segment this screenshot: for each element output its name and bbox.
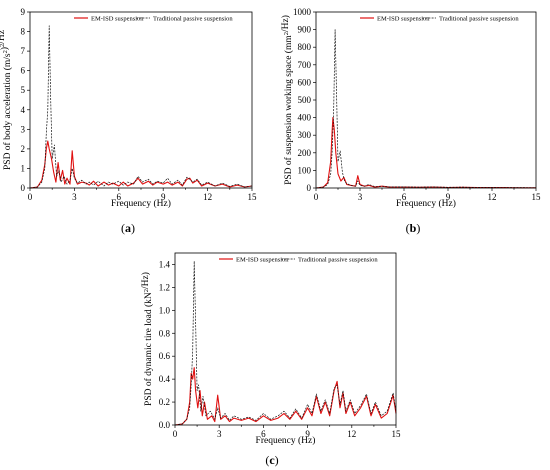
y-tick-label: 6 <box>21 66 26 76</box>
x-tick-label: 9 <box>446 192 451 202</box>
panel-caption: (c) <box>265 453 278 467</box>
y-tick-label: 8 <box>21 27 26 37</box>
y-axis-label: PSD of suspension working space (mm2/Hz) <box>280 15 294 185</box>
x-tick-label: 15 <box>248 192 258 202</box>
y-tick-label: 600 <box>298 77 312 87</box>
y-tick-label: 1000 <box>293 7 312 17</box>
y-tick-label: 5 <box>21 85 26 95</box>
x-tick-label: 0 <box>314 192 319 202</box>
legend-label-traditional: Traditional passive suspension <box>298 256 378 263</box>
legend-label-em-isd: EM-ISD suspension <box>377 15 430 22</box>
legend-label-traditional: Traditional passive suspension <box>439 15 519 22</box>
y-tick-label: 4 <box>21 105 26 115</box>
series-line-traditional <box>315 29 537 189</box>
y-tick-label: 900 <box>298 25 312 35</box>
y-axis-label: PSD of dynamic tire load (kN2/Hz) <box>140 272 154 406</box>
y-axis-label: PSD of body acceleration (m/s2)2/Hz <box>0 30 13 170</box>
x-tick-label: 3 <box>358 192 363 202</box>
panel-caption: (a) <box>121 221 135 235</box>
legend: EM-ISD suspension Traditional passive sus… <box>74 15 233 22</box>
series-line-em-isd <box>174 367 397 426</box>
y-tick-label: 300 <box>298 130 312 140</box>
x-tick-label: 6 <box>117 192 122 202</box>
y-tick-label: 800 <box>298 42 312 52</box>
y-tick-label: 3 <box>21 124 26 134</box>
y-tick-label: 200 <box>298 148 312 158</box>
y-tick-label: 100 <box>298 165 312 175</box>
x-tick-label: 0 <box>28 192 33 202</box>
x-axis-label: Frequency (Hz) <box>396 198 456 209</box>
y-tick-label: 0.6 <box>159 351 171 361</box>
y-tick-label: 1.2 <box>159 282 170 292</box>
legend-label-em-isd: EM-ISD suspension <box>236 256 289 263</box>
x-tick-label: 9 <box>305 429 310 439</box>
y-tick-label: 1.0 <box>159 305 171 315</box>
legend: EM-ISD suspension Traditional passive sus… <box>219 256 378 263</box>
x-tick-label: 0 <box>173 429 178 439</box>
y-tick-label: 400 <box>298 113 312 123</box>
x-axis-label: Frequency (Hz) <box>111 198 171 209</box>
chart-panel-c: 0 3 6 9 12 15 0.0 0.2 0.4 0.6 0.8 1.0 1.2 1.4 Frequenc… <box>140 252 402 467</box>
x-tick-label: 15 <box>392 429 402 439</box>
x-tick-label: 15 <box>532 192 542 202</box>
legend-label-traditional: Traditional passive suspension <box>153 15 233 22</box>
x-axis-label: Frequency (Hz) <box>256 435 316 446</box>
legend-label-em-isd: EM-ISD suspension <box>91 15 144 22</box>
plot-frame <box>174 252 397 426</box>
y-tick-label: 0.0 <box>159 420 171 430</box>
chart-panel-b: 0 3 6 9 12 15 0 100 200 300 400 500 600 700 800 900 1000… <box>280 7 541 235</box>
x-tick-label: 6 <box>261 429 266 439</box>
series-line-traditional <box>174 260 397 426</box>
x-tick-label: 12 <box>203 192 212 202</box>
series-line-em-isd <box>29 140 253 189</box>
x-tick-label: 3 <box>217 429 222 439</box>
y-tick-label: 0.2 <box>159 397 170 407</box>
y-tick-label: 0.8 <box>159 328 171 338</box>
y-tick-label: 2 <box>21 144 26 154</box>
legend: EM-ISD suspension Traditional passive sus… <box>360 15 519 22</box>
x-tick-label: 6 <box>402 192 407 202</box>
y-tick-label: 7 <box>21 46 26 56</box>
y-tick-label: 0 <box>21 183 26 193</box>
x-tick-label: 12 <box>488 192 497 202</box>
plot-frame <box>29 11 253 189</box>
y-tick-label: 9 <box>21 7 26 17</box>
y-tick-label: 1 <box>21 163 26 173</box>
x-tick-label: 9 <box>161 192 166 202</box>
y-tick-label: 1.4 <box>159 259 171 269</box>
y-tick-label: 0 <box>307 183 312 193</box>
panel-caption: (b) <box>406 221 421 235</box>
plot-frame <box>315 11 537 189</box>
series-line-em-isd <box>315 117 536 189</box>
y-tick-label: 700 <box>298 60 312 70</box>
x-tick-label: 12 <box>347 429 356 439</box>
series-line-traditional <box>29 25 253 189</box>
y-tick-label: 0.4 <box>159 374 171 384</box>
y-tick-label: 500 <box>298 95 312 105</box>
x-tick-label: 3 <box>72 192 77 202</box>
